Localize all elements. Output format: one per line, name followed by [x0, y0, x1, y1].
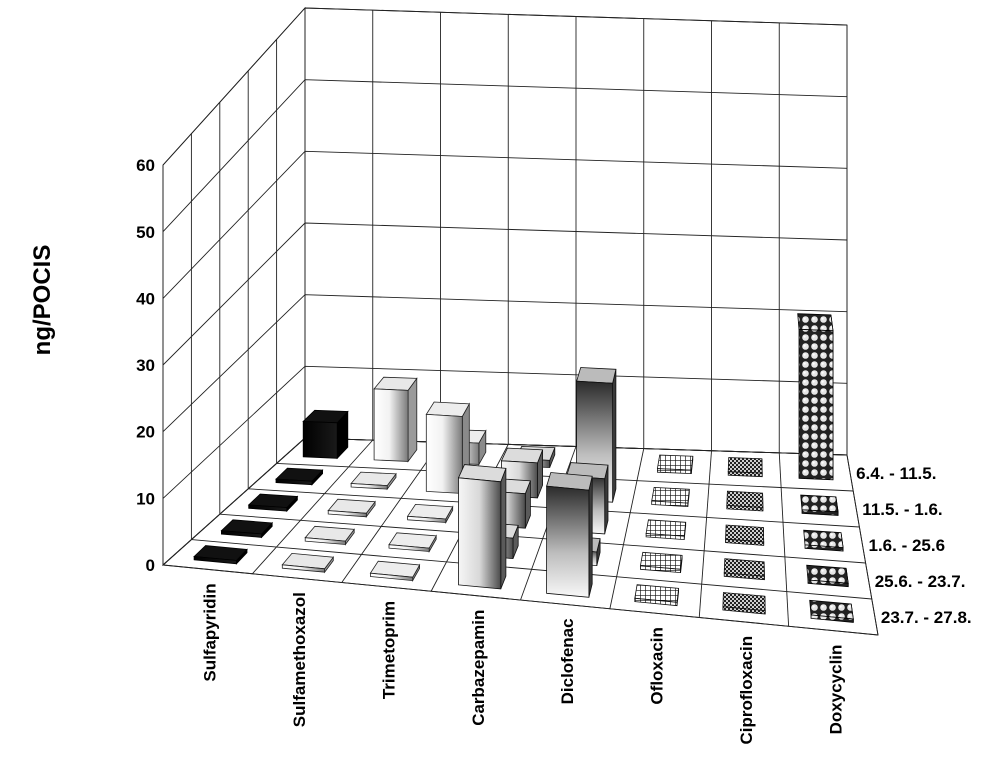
period-label: 23.7. - 27.8.: [881, 608, 972, 627]
bar-7-4: [809, 599, 854, 623]
floor-gridline: [698, 450, 712, 618]
category-label: Diclofenac: [558, 618, 577, 704]
bar-1-4: [281, 552, 335, 574]
bar-7-1: [800, 494, 839, 516]
floor-gridline: [846, 454, 879, 636]
y-tick-label: 0: [146, 556, 155, 575]
bar-0-0: [302, 409, 349, 460]
bar-6-3: [723, 558, 765, 581]
bar-7-0: [797, 313, 834, 481]
bar-1-0: [373, 376, 418, 463]
y-tick-label: 40: [136, 289, 155, 308]
bar-0-1: [275, 467, 324, 486]
bar-5-3: [639, 551, 683, 574]
category-label: Sulfapyridin: [201, 583, 220, 681]
y-tick-label: 50: [136, 223, 155, 242]
bars: [193, 313, 854, 623]
value-gridline: [162, 150, 848, 299]
period-label: 25.6. - 23.7.: [875, 572, 966, 591]
labels: 0 10 20 30 40 50 60 Sulfapyridin Sulfamethoxazol…: [29, 156, 972, 744]
floor-gridline: [341, 441, 441, 583]
bar-7-3: [806, 564, 849, 588]
y-axis-title: ng/POCIS: [29, 245, 56, 356]
period-label: 6.4. - 11.5.: [856, 464, 936, 483]
value-gridline: [162, 7, 848, 166]
floor-gridline: [609, 448, 645, 609]
bar-4-4: [546, 472, 593, 598]
y-tick-label: 30: [136, 356, 155, 375]
floor-gridline: [252, 439, 374, 575]
bar-1-2: [327, 498, 376, 518]
bar-0-4: [193, 545, 248, 565]
value-gridline: [162, 294, 848, 433]
y-tick-label: 10: [136, 489, 155, 508]
period-label: 1.6. - 25.6: [869, 536, 946, 555]
category-label: Ofloxacin: [648, 627, 667, 704]
bar-7-2: [803, 529, 844, 552]
bar-5-2: [645, 519, 687, 541]
bar-6-0: [727, 457, 763, 478]
category-label: Sulfamethoxazol: [290, 592, 309, 727]
bar-1-3: [304, 525, 355, 546]
bar-0-2: [247, 493, 299, 513]
y-tick-label: 20: [136, 423, 155, 442]
bar-2-2: [406, 503, 454, 525]
bar-2-1: [425, 401, 470, 496]
bar-1-1: [350, 471, 397, 491]
bar-5-0: [656, 454, 694, 475]
value-gridline: [162, 79, 848, 233]
period-label: 11.5. - 1.6.: [862, 500, 942, 519]
bar-5-1: [651, 486, 690, 508]
floor-gridline: [191, 539, 872, 600]
category-label: Trimetoprim: [379, 601, 398, 699]
floor-gridline: [778, 452, 790, 627]
y-tick-label: 60: [136, 156, 155, 175]
bar-6-1: [726, 490, 764, 512]
floor-gridline: [162, 437, 306, 566]
bar-0-3: [220, 519, 274, 539]
bar-2-3: [388, 532, 437, 554]
value-gridline: [162, 222, 848, 366]
bar-2-4: [369, 560, 421, 583]
bar-5-4: [634, 584, 680, 607]
category-label: Doxycyclin: [826, 645, 845, 735]
grid-lines: [161, 6, 879, 636]
floor-gridline: [162, 564, 879, 636]
category-label: Ciprofloxacin: [737, 636, 756, 745]
floor-gridline: [219, 513, 866, 564]
category-label: Carbazepamin: [469, 610, 488, 726]
bar-3-4: [457, 464, 507, 590]
bar-6-2: [725, 524, 765, 546]
bar-6-4: [722, 592, 766, 615]
